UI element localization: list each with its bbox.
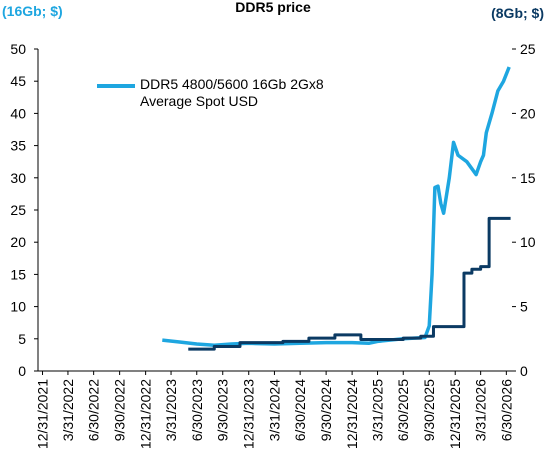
y-tick-label: 15	[10, 266, 26, 282]
y-tick-label: 10	[10, 299, 26, 315]
x-tick-label: 9/30/2024	[318, 379, 334, 441]
x-tick-label: 9/30/2022	[112, 379, 128, 441]
x-tick-label: 12/31/2024	[344, 379, 360, 449]
x-tick-label: 6/30/2026	[498, 379, 514, 441]
y2-tick-label: 15	[520, 170, 536, 186]
x-tick-label: 6/30/2025	[395, 379, 411, 441]
y-tick-label: 35	[10, 138, 26, 154]
x-tick-label: 6/30/2023	[189, 379, 205, 441]
y2-tick-label: 10	[520, 234, 536, 250]
y-tick-label: 20	[10, 234, 26, 250]
y-tick-label: 5	[18, 331, 26, 347]
x-tick-label: 3/31/2026	[473, 379, 489, 441]
y2-tick-label: 5	[520, 299, 528, 315]
y-tick-label: 30	[10, 170, 26, 186]
y-axis-label: (16Gb; $)	[2, 3, 63, 19]
x-tick-label: 6/30/2024	[292, 379, 308, 441]
y-tick-label: 0	[18, 363, 26, 379]
x-tick-label: 3/31/2023	[163, 379, 179, 441]
chart-title: DDR5 price	[235, 0, 311, 15]
x-tick-label: 9/30/2025	[421, 379, 437, 441]
y2-tick-label: 0	[520, 363, 528, 379]
x-tick-label: 6/30/2022	[86, 379, 102, 441]
legend-label: DDR5 4800/5600 16Gb 2Gx8 Average Spot US…	[140, 76, 324, 109]
x-tick-label: 3/31/2024	[266, 379, 282, 441]
series-line	[188, 216, 511, 351]
y2-axis-label: (8Gb; $)	[491, 5, 544, 21]
x-tick-label: 12/31/2025	[447, 379, 463, 449]
x-tick-label: 12/31/2022	[138, 379, 154, 449]
x-tick-label: 3/31/2025	[370, 379, 386, 441]
y2-tick-label: 20	[520, 105, 536, 121]
y-tick-label: 50	[10, 41, 26, 57]
x-tick-label: 12/31/2023	[241, 379, 257, 449]
x-tick-label: 3/31/2022	[60, 379, 76, 441]
x-tick-label: 12/31/2021	[35, 379, 51, 449]
y-tick-label: 25	[10, 202, 26, 218]
y2-tick-label: 25	[520, 41, 536, 57]
y-tick-label: 45	[10, 73, 26, 89]
x-tick-label: 9/30/2023	[215, 379, 231, 441]
y-tick-label: 40	[10, 105, 26, 121]
